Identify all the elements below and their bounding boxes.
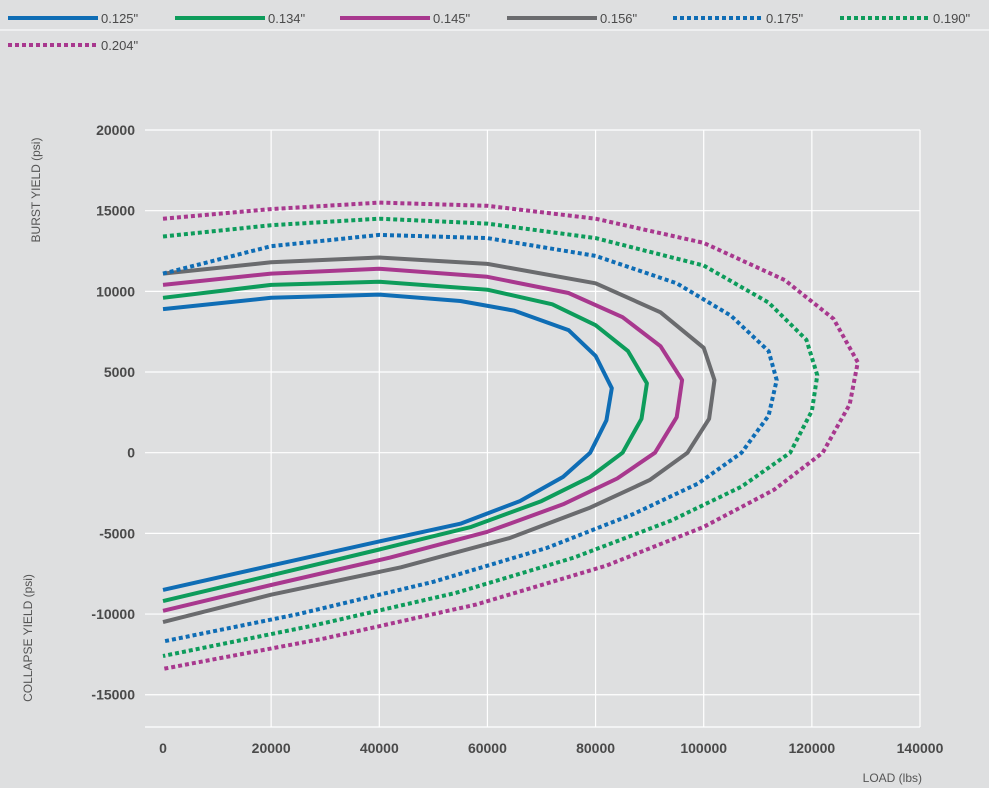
y-tick-label: 10000 bbox=[96, 283, 135, 299]
x-axis-title: LOAD (lbs) bbox=[863, 771, 922, 785]
x-tick-label: 40000 bbox=[360, 740, 399, 756]
x-tick-label: 100000 bbox=[680, 740, 727, 756]
y-tick-label: -15000 bbox=[91, 687, 135, 703]
x-tick-label: 120000 bbox=[788, 740, 835, 756]
series-line bbox=[162, 216, 820, 658]
series-line bbox=[162, 266, 685, 613]
x-tick-label: 140000 bbox=[897, 740, 944, 756]
legend-label: 0.204" bbox=[101, 38, 139, 53]
x-tick-label: 20000 bbox=[252, 740, 291, 756]
legend-label: 0.134" bbox=[268, 11, 306, 26]
y-axis-title-collapse: COLLAPSE YIELD (psi) bbox=[21, 574, 35, 702]
y-tick-label: -5000 bbox=[99, 525, 135, 541]
legend-label: 0.175" bbox=[766, 11, 804, 26]
y-tick-label: 0 bbox=[127, 445, 135, 461]
x-tick-label: 0 bbox=[159, 740, 167, 756]
legend-label: 0.145" bbox=[433, 11, 471, 26]
x-tick-label: 80000 bbox=[576, 740, 615, 756]
y-tick-label: 15000 bbox=[96, 203, 135, 219]
series-line bbox=[162, 232, 779, 644]
y-tick-label: -10000 bbox=[91, 606, 135, 622]
y-tick-label: 20000 bbox=[96, 122, 135, 138]
series-line bbox=[162, 279, 649, 604]
y-tick-label: 5000 bbox=[104, 364, 135, 380]
y-axis-title-burst: BURST YIELD (psi) bbox=[29, 138, 43, 243]
series-line bbox=[162, 200, 860, 671]
legend-label: 0.125" bbox=[101, 11, 139, 26]
legend-label: 0.156" bbox=[600, 11, 638, 26]
legend-label: 0.190" bbox=[933, 11, 971, 26]
series-line bbox=[162, 292, 614, 592]
x-tick-label: 60000 bbox=[468, 740, 507, 756]
series-line bbox=[162, 255, 717, 625]
